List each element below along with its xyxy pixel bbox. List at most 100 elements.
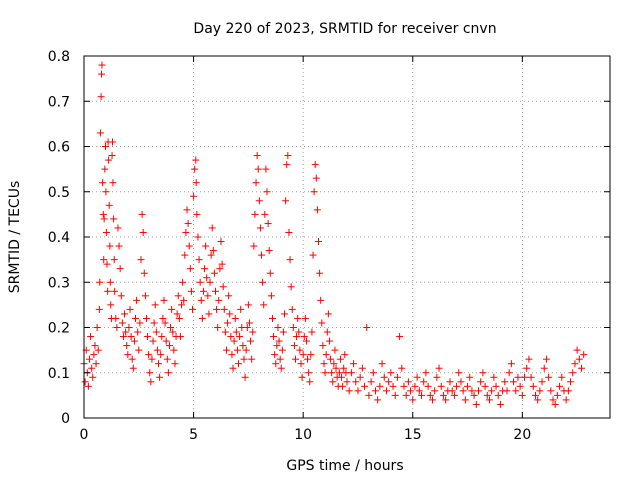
x-tick-label: 20 [513, 427, 531, 443]
data-point [133, 296, 141, 304]
data-point [479, 369, 487, 377]
data-point [279, 328, 287, 336]
data-point [418, 391, 426, 399]
data-point [313, 206, 321, 214]
data-point [209, 247, 217, 255]
x-tick-label: 5 [189, 427, 198, 443]
data-point [578, 364, 586, 372]
data-point [295, 328, 303, 336]
data-point [241, 373, 249, 381]
data-point [142, 314, 150, 322]
data-point [103, 260, 111, 268]
data-point [302, 337, 310, 345]
data-point [285, 228, 293, 236]
data-point [161, 319, 169, 327]
data-point [169, 328, 177, 336]
data-point [204, 292, 212, 300]
data-point [352, 378, 360, 386]
data-point [281, 310, 289, 318]
data-point [317, 296, 325, 304]
data-point [468, 387, 476, 395]
data-point [330, 360, 338, 368]
data-point [461, 396, 469, 404]
data-point [431, 387, 439, 395]
data-point [251, 210, 259, 218]
data-point [400, 382, 408, 390]
data-point [247, 337, 255, 345]
data-point [293, 333, 301, 341]
data-point [90, 351, 98, 359]
data-point [267, 292, 275, 300]
data-point [290, 342, 298, 350]
data-point [214, 324, 222, 331]
data-point [415, 387, 423, 395]
data-point [95, 305, 103, 313]
data-point [170, 346, 178, 354]
data-point [433, 373, 441, 381]
data-point [278, 346, 286, 354]
data-point [538, 378, 546, 386]
data-point [99, 179, 107, 187]
data-point [297, 360, 305, 368]
data-point [575, 355, 583, 363]
data-point [328, 369, 336, 377]
data-point [523, 364, 531, 372]
data-point [562, 396, 570, 404]
data-point [275, 337, 283, 345]
data-point [167, 324, 175, 331]
data-point [96, 278, 104, 286]
data-point [324, 310, 332, 318]
data-point [110, 256, 118, 264]
data-point [139, 228, 147, 236]
data-point [365, 391, 373, 399]
data-point [409, 396, 417, 404]
data-point [426, 391, 434, 399]
data-point [311, 161, 319, 169]
data-point [97, 93, 105, 101]
data-point [336, 355, 344, 363]
data-point [195, 256, 203, 264]
data-point [108, 138, 116, 146]
data-point [91, 342, 99, 350]
data-point [319, 342, 327, 350]
data-point [545, 373, 553, 381]
axis-ticks: 0 5 10 15 20 0 0.1 0.2 0.3 0.4 0.5 0.6 0.7 0.8 [48, 49, 610, 443]
data-point [236, 333, 244, 341]
data-point [402, 391, 410, 399]
data-point [218, 260, 226, 268]
data-point [270, 333, 278, 341]
data-point [361, 382, 369, 390]
data-point [514, 373, 522, 381]
data-point [109, 179, 117, 187]
data-point [191, 165, 199, 173]
data-point [89, 373, 97, 381]
data-point [182, 228, 190, 236]
data-point [230, 337, 238, 345]
data-point [255, 197, 263, 205]
data-point [199, 287, 207, 295]
data-point [492, 382, 500, 390]
data-point [534, 396, 542, 404]
data-point [249, 328, 257, 336]
data-point [163, 355, 171, 363]
y-tick-label: 0.5 [48, 185, 70, 201]
data-point [564, 387, 572, 395]
data-point [341, 351, 349, 359]
data-point [318, 319, 326, 327]
data-point [325, 337, 333, 345]
data-point [287, 283, 295, 291]
data-point [136, 319, 144, 327]
data-point [470, 391, 478, 399]
data-point [141, 292, 149, 300]
data-point [464, 382, 472, 390]
data-point [205, 310, 213, 318]
data-point [567, 378, 575, 386]
x-tick-label: 10 [294, 427, 312, 443]
data-point [208, 224, 216, 232]
data-point [179, 278, 187, 286]
data-point [137, 256, 145, 264]
data-point [442, 396, 450, 404]
data-point [168, 305, 176, 313]
data-point [226, 310, 234, 318]
data-point [129, 364, 137, 372]
